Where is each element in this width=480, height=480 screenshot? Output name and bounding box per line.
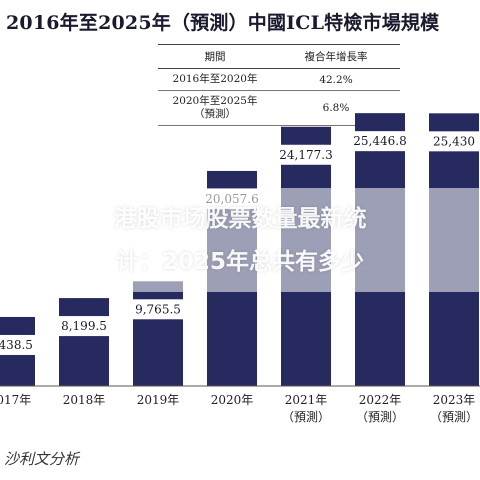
value-label-box (425, 131, 480, 152)
overlay-headline-line-2: 计：2025年总共有多少 (115, 249, 364, 275)
bar (133, 281, 183, 386)
value-label: 6,438.5 (0, 338, 33, 352)
cagr-table-row: 2016年至2020年 42.2% (158, 68, 400, 91)
value-label: 25,446.8 (353, 134, 406, 148)
cagr-header-rate: 複合年增長率 (272, 44, 400, 69)
cagr-period-cell: 2016年至2020年 (158, 68, 272, 91)
value-label: 25,430 (433, 134, 475, 148)
cagr-table: 期間 複合年增長率 2016年至2020年 42.2% 2020年至2025年 … (158, 44, 400, 126)
x-tick-label: 2018年 (63, 393, 106, 407)
x-tick-sublabel: （預測） (430, 410, 478, 424)
page-title: 2016年至2025年（預測）中國ICL特檢市場規模 (6, 12, 440, 34)
value-label-box (277, 144, 335, 165)
cagr-period-line: 2020年至2025年 (172, 95, 258, 107)
cagr-period-line: （預測） (194, 108, 236, 120)
x-tick-sublabel: （預測） (282, 410, 330, 424)
cagr-period-line: 2016年至2020年 (172, 73, 258, 85)
x-tick-label: 2023年 (433, 393, 476, 407)
x-tick-label: 2021年 (285, 393, 328, 407)
value-label-box (129, 299, 187, 320)
cagr-rate-cell: 42.2% (272, 68, 400, 91)
x-tick-label: 2020年 (211, 393, 254, 407)
x-tick-label: 2017年 (0, 393, 31, 407)
value-label-box (0, 334, 39, 355)
bar (59, 298, 109, 386)
value-label: 9,765.5 (135, 302, 181, 316)
overlay-headline-line-1: 港股市场股票数量最新统 (113, 206, 367, 232)
cagr-table-header-row: 期間 複合年增長率 (158, 44, 400, 69)
cagr-period-cell: 2020年至2025年 （預測） (158, 90, 272, 126)
value-label: 8,199.5 (61, 319, 107, 333)
value-label-box (351, 131, 409, 152)
x-tick-label: 2019年 (137, 393, 180, 407)
source-note: 沙利文分析 (4, 450, 80, 468)
cagr-header-period: 期間 (158, 44, 272, 69)
value-label-box (55, 316, 113, 337)
value-label: 24,177.3 (279, 148, 332, 162)
x-tick-sublabel: （預測） (356, 410, 404, 424)
x-tick-label: 2022年 (359, 393, 402, 407)
overlay-banner (0, 188, 480, 292)
